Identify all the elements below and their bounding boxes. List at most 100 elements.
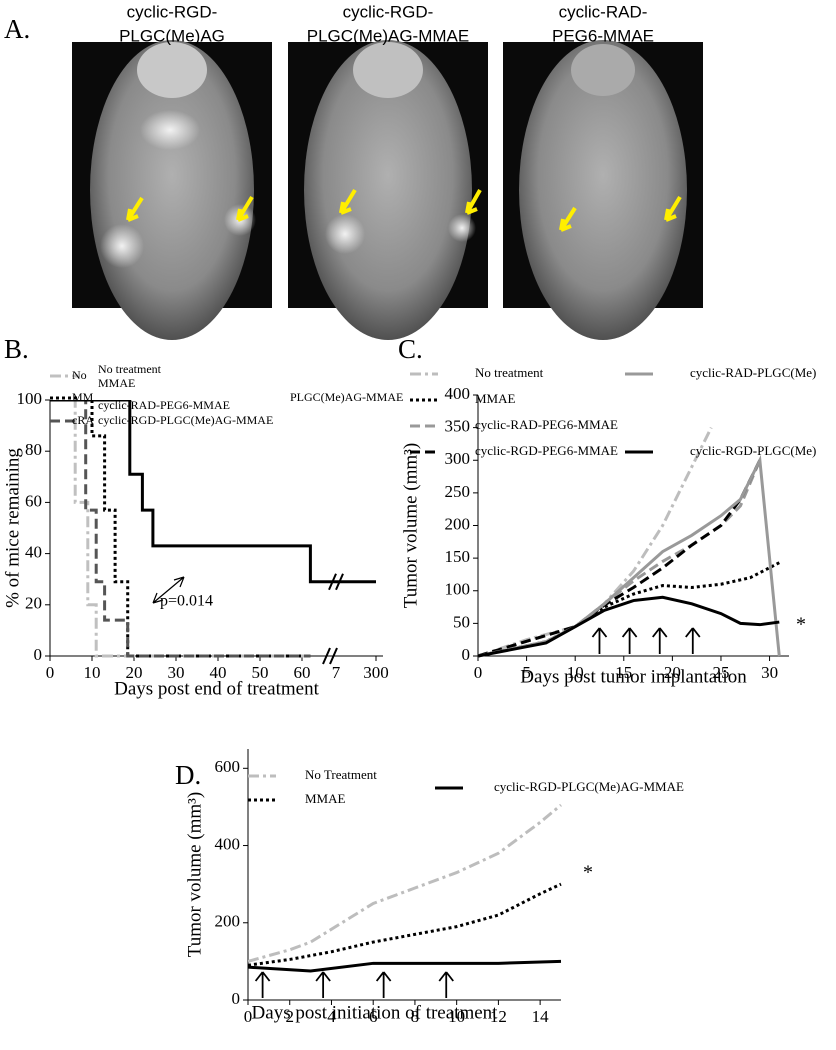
legend-fragment: No (72, 368, 87, 382)
y-tick-label: 350 (445, 417, 471, 436)
y-tick-label: 50 (453, 612, 470, 631)
x-tick-label: 50 (252, 663, 269, 682)
series-line (248, 882, 562, 967)
series-line (478, 459, 762, 658)
y-tick-label: 40 (25, 543, 42, 562)
panel-label: B. (4, 334, 29, 364)
y-tick-label: 400 (445, 384, 471, 403)
series-line (50, 400, 376, 584)
x-tick-label: 30 (761, 663, 778, 682)
x-axis-label: Days post tumor implantation (520, 666, 747, 687)
y-tick-label: 60 (25, 491, 42, 510)
legend-label: cyclic-RGD-PEG6-MMAE (475, 443, 618, 458)
series-group (50, 400, 376, 658)
mouse-images (72, 40, 703, 340)
y-tick-label: 80 (25, 440, 42, 459)
y-axis-label: % of mice remaining (2, 448, 23, 608)
series-line (50, 400, 311, 658)
y-tick-label: 0 (462, 645, 471, 664)
y-tick-label: 100 (445, 580, 471, 599)
image-caption: cyclic-RGD- (343, 2, 434, 21)
series-line (478, 454, 781, 658)
treatment-arrow (685, 627, 701, 654)
x-axis-label: Days post end of treatment (114, 678, 319, 699)
treatment-arrow (438, 971, 454, 998)
image-caption: cyclic-RAD- (559, 2, 648, 21)
treatment-arrow (621, 627, 638, 654)
x-tick-label: 30 (168, 663, 185, 682)
y-tick-label: 0 (232, 989, 241, 1008)
x-tick-label: 300 (363, 663, 389, 682)
y-tick-label: 600 (215, 757, 241, 776)
annotation: * (583, 862, 593, 884)
y-tick-label: 250 (445, 482, 471, 501)
legend-label: MMAE (98, 376, 135, 390)
x-tick-label: 14 (532, 1007, 550, 1026)
y-axis-label: Tumor volume (mm³) (184, 792, 205, 957)
legend-label: cyclic-RAD-PLGC(Me) (690, 365, 816, 380)
panel-label: C. (398, 334, 423, 364)
series-group (478, 426, 781, 658)
series-line (50, 400, 311, 658)
y-tick-label: 200 (215, 912, 241, 931)
x-tick-label: 15 (615, 663, 632, 682)
series-line (478, 459, 762, 658)
y-axis-label: Tumor volume (mm³) (400, 443, 421, 608)
series-line (478, 595, 780, 658)
image (288, 40, 488, 340)
legend-label: cyclic-RAD-PEG6-MMAE (98, 398, 230, 412)
treatment-arrow (591, 627, 608, 654)
x-tick-label: 2 (285, 1007, 294, 1026)
legend-fragment: MM (72, 390, 94, 404)
image-caption: PEG6-MMAE (552, 26, 654, 45)
panel-label: A. (4, 14, 30, 44)
y-tick-label: 400 (215, 834, 241, 853)
legend-label: cyclic-RGD-PLGC(Me)AG-MMAE (494, 779, 684, 794)
x-tick-label: 4 (327, 1007, 336, 1026)
image-caption: PLGC(Me)AG (119, 26, 225, 45)
axis-break (322, 647, 338, 665)
legend-label: MMAE (475, 391, 516, 406)
series-group (248, 803, 562, 973)
y-tick-label: 0 (34, 645, 43, 664)
series-line (248, 803, 562, 963)
x-tick-label: 25 (712, 663, 729, 682)
x-tick-label: 60 (294, 663, 311, 682)
image (503, 40, 703, 340)
y-tick-label: 20 (25, 594, 42, 613)
series-line (248, 959, 562, 973)
x-tick-label: 20 (664, 663, 681, 682)
legend-label: No treatment (98, 362, 162, 376)
series-line (50, 400, 311, 658)
image-caption: cyclic-RGD- (127, 2, 218, 21)
legend-label: cyclic-RGD-PLGC(Me) (690, 443, 816, 458)
legend-label: cyclic-RGD-PLGC(Me)AG-MMAE (98, 413, 273, 427)
x-tick-label: 0 (244, 1007, 253, 1026)
legend-label: No Treatment (305, 767, 377, 782)
treatment-arrow (652, 627, 668, 654)
annotation: p=0.014 (160, 593, 213, 610)
annotation-arrow (152, 576, 185, 604)
annotation: * (796, 614, 806, 636)
x-tick-label: 0 (474, 663, 483, 682)
x-tick-label: 40 (210, 663, 227, 682)
panel-label: D. (175, 760, 201, 790)
y-tick-label: 100 (17, 389, 43, 408)
image (72, 40, 272, 340)
legend-label: No treatment (475, 365, 544, 380)
legend-label: cyclic-RAD-PEG6-MMAE (475, 417, 618, 432)
legend-fragment: PLGC(Me)AG-MMAE (290, 390, 403, 404)
x-tick-label: 8 (411, 1007, 420, 1026)
x-tick-label: 7 (332, 663, 341, 682)
x-tick-label: 10 (448, 1007, 465, 1026)
x-tick-label: 5 (522, 663, 531, 682)
x-tick-label: 10 (567, 663, 584, 682)
image-caption: PLGC(Me)AG-MMAE (307, 26, 469, 45)
y-tick-label: 200 (445, 514, 471, 533)
x-tick-label: 10 (84, 663, 101, 682)
series-line (478, 426, 713, 658)
y-tick-label: 300 (445, 449, 471, 468)
x-tick-label: 20 (126, 663, 143, 682)
x-axis-label: Days post initiation of treatment (252, 1002, 499, 1023)
